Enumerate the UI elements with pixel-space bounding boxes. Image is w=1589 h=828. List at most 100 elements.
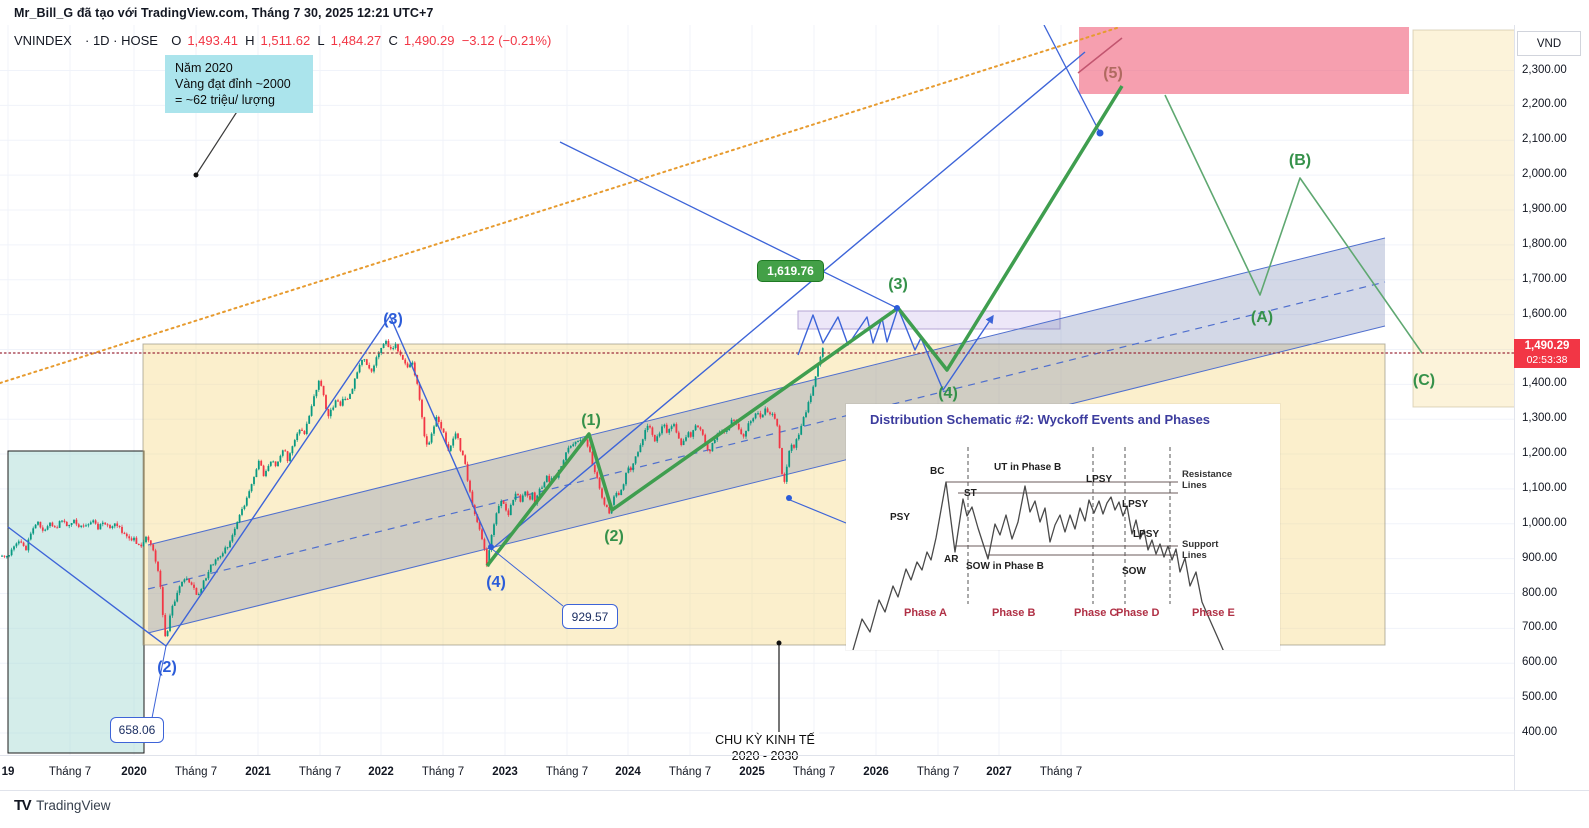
price-tick-label: 1,900.00	[1522, 202, 1567, 215]
footer-separator	[0, 790, 1589, 791]
marker-dot	[1096, 129, 1104, 137]
time-tick-label: 2027	[986, 766, 1012, 778]
symbol-legend[interactable]: VNINDEX · 1D · HOSE O 1,493.41 H 1,511.62 …	[14, 33, 551, 48]
wave-label[interactable]: (4)	[938, 385, 958, 402]
candle-body	[82, 525, 85, 527]
candle-body	[406, 363, 409, 368]
candle-body	[459, 438, 462, 451]
currency-label: VND	[1517, 31, 1581, 56]
time-tick-label: 2023	[492, 766, 518, 778]
price-tick-label: 1,200.00	[1522, 447, 1567, 460]
wave-label[interactable]: (4)	[486, 574, 506, 591]
tradingview-attribution-bar[interactable]: TV TradingView	[14, 797, 110, 814]
time-tick-label: Tháng 7	[545, 766, 589, 778]
time-tick-label: Tháng 7	[792, 766, 836, 778]
candle-body	[625, 472, 627, 485]
candle-body	[646, 425, 649, 431]
candle-body	[392, 348, 395, 350]
callout-658[interactable]: 658.06	[110, 717, 164, 743]
candle-body	[73, 519, 75, 523]
candle-body	[195, 587, 198, 595]
wyckoff-event-label: LPSY	[1122, 499, 1149, 510]
legend-item: 1,511.62	[260, 33, 318, 48]
candle-body	[22, 542, 25, 546]
candle-body	[325, 395, 327, 410]
candle-body	[387, 340, 390, 348]
wave-label[interactable]: (A)	[1251, 309, 1273, 326]
candle-body	[615, 492, 618, 497]
wave-label[interactable]: (C)	[1413, 372, 1435, 389]
candle-body	[596, 472, 599, 478]
candle-body	[605, 504, 608, 508]
candle-body	[313, 396, 315, 407]
candle-body	[327, 409, 330, 417]
candle-body	[34, 524, 37, 529]
candle-body	[149, 540, 152, 545]
candle-body	[94, 520, 97, 524]
price-tick-label: 800.00	[1522, 586, 1558, 599]
candle-body	[761, 414, 764, 418]
candle-body	[176, 592, 179, 602]
candle-body	[361, 359, 363, 365]
candle-body	[533, 492, 536, 504]
candle-body	[118, 525, 121, 527]
candle-body	[737, 424, 740, 430]
blue-wave-2-3-4-5	[7, 51, 1086, 647]
chart-attribution: Mr_Bill_G đã tạo với TradingView.com, Th…	[14, 6, 434, 20]
candle-body	[778, 425, 781, 449]
wyckoff-title: Distribution Schematic #2: Wyckoff Event…	[870, 412, 1211, 427]
candle-body	[140, 544, 143, 547]
wave-label[interactable]: (3)	[383, 311, 403, 328]
candle-body	[394, 344, 397, 349]
callout-929[interactable]: 929.57	[562, 604, 618, 629]
plot-area: (2) (3) (4) (1) (2) (3) (4) (5) (A) (B) (C)	[0, 25, 1514, 755]
candle-body	[214, 559, 217, 565]
candle-body	[349, 393, 351, 399]
candle-body	[531, 492, 534, 500]
wave-label[interactable]: (3)	[888, 276, 908, 293]
candle-body	[241, 508, 243, 515]
time-axis[interactable]: 19 Tháng 7 2020 Tháng 7 2021 Tháng 7 2022 Tháng…	[0, 755, 1514, 789]
candle-body	[305, 423, 308, 434]
wyckoff-event-label: PSY	[890, 512, 911, 523]
price-axis-separator	[1514, 25, 1515, 790]
wave-label[interactable]: (1)	[581, 412, 601, 429]
channel-bottom	[147, 325, 1386, 634]
candle-body	[704, 434, 707, 444]
candle-body	[653, 434, 656, 442]
candle-body	[25, 545, 27, 551]
note-gold-2020[interactable]: Năm 2020 Vàng đạt đỉnh ~2000 = ~62 triệu/ …	[165, 55, 313, 113]
callout-1619[interactable]: 1,619.76	[757, 260, 824, 282]
candle-body	[572, 444, 575, 447]
candle-body	[363, 359, 366, 361]
candle-body	[632, 463, 635, 471]
time-tick-label: Tháng 7	[298, 766, 342, 778]
candle-body	[89, 522, 92, 525]
legend-item: O	[171, 33, 182, 48]
wave-label[interactable]: (B)	[1289, 152, 1311, 169]
candle-body	[430, 433, 433, 443]
candle-body	[514, 493, 517, 500]
legend-item: −3.12 (−0.21%)	[461, 33, 552, 48]
candle-body	[205, 578, 207, 581]
candle-body	[142, 542, 145, 547]
price-axis[interactable]: VND 1,490.29 02:53:38 2,300.00 2,200.00 2,…	[1514, 0, 1589, 828]
wave-label[interactable]: (5)	[1103, 65, 1123, 82]
candle-body	[53, 526, 56, 528]
channel-midline	[147, 281, 1386, 590]
note-economic-cycle[interactable]: CHU KỲ KINH TẾ 2020 - 2030	[711, 732, 819, 764]
candle-body	[29, 533, 32, 540]
candle-body	[529, 495, 531, 500]
candle-body	[358, 364, 361, 373]
candle-body	[274, 461, 277, 467]
wyckoff-schematic-inset[interactable]: Distribution Schematic #2: Wyckoff Event…	[846, 404, 1280, 653]
candle-body	[219, 556, 222, 558]
price-tick-label: 1,000.00	[1522, 516, 1567, 529]
wave-label[interactable]: (2)	[604, 528, 624, 545]
wyckoff-event-label: LPSY	[1086, 474, 1113, 485]
candle-body	[483, 539, 486, 550]
marker-dot	[894, 305, 900, 311]
wave-label[interactable]: (2)	[157, 659, 177, 676]
candle-body	[77, 524, 80, 527]
